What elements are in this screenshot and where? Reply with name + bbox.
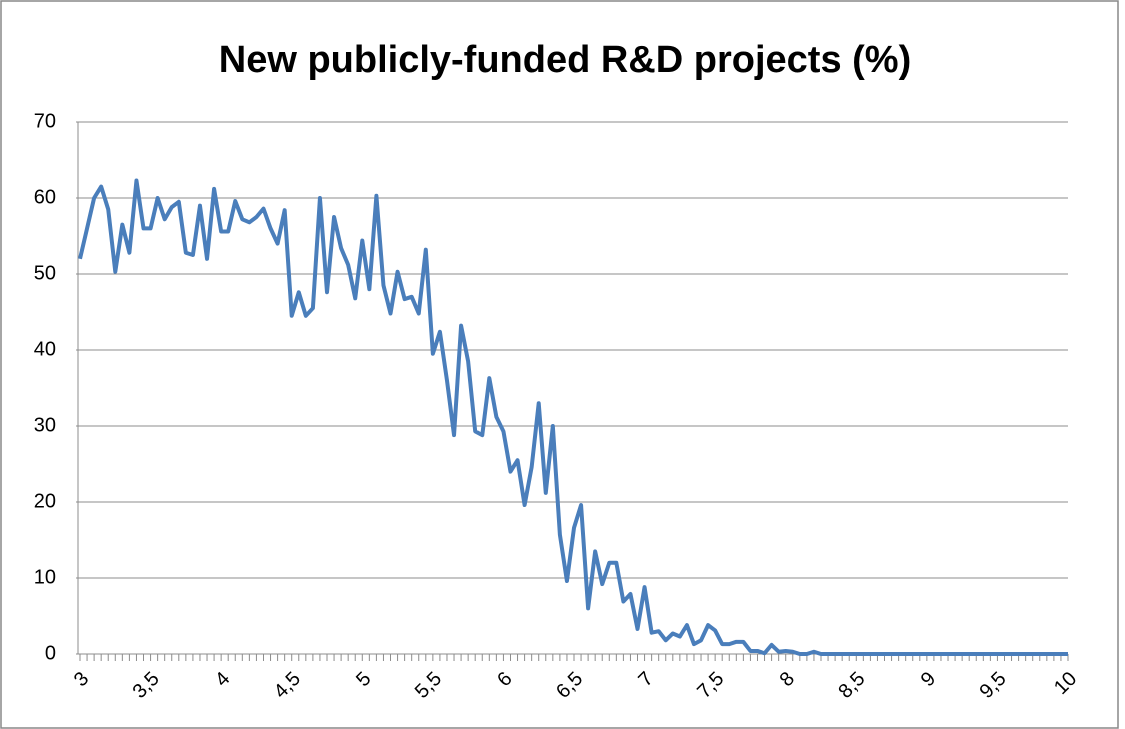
y-tick-label: 70 <box>34 110 56 132</box>
data-line <box>78 178 1068 656</box>
chart-title: New publicly-funded R&D projects (%) <box>219 39 911 81</box>
y-tick-label: 20 <box>34 490 56 512</box>
y-tick-label: 50 <box>34 262 56 284</box>
y-tick-label: 10 <box>34 566 56 588</box>
y-tick-label: 40 <box>34 338 56 360</box>
y-tick-label: 60 <box>34 186 56 208</box>
y-tick-label: 0 <box>45 642 56 664</box>
y-tick-label: 30 <box>34 414 56 436</box>
